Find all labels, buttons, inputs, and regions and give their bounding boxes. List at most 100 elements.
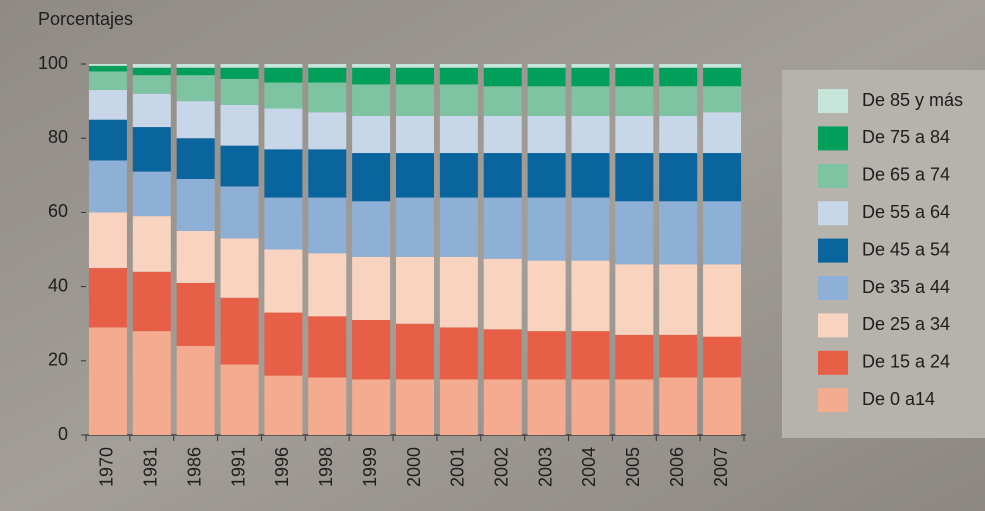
x-tick-label: 1991 (228, 447, 248, 487)
bar-segment (396, 197, 434, 257)
y-tick-label: 0 (58, 424, 68, 444)
bar-segment (703, 201, 742, 265)
legend-label: De 0 a14 (862, 389, 935, 409)
bar-segment (439, 327, 478, 380)
legend-swatch (818, 388, 848, 413)
bar-segment (483, 64, 522, 68)
bar-segment (396, 115, 434, 154)
bar-segment (703, 67, 742, 87)
bar-segment (88, 160, 127, 213)
y-axis-label: Porcentajes (38, 9, 133, 29)
bar-segment (615, 264, 654, 335)
bar-segment (352, 67, 391, 85)
bar-segment (308, 112, 347, 150)
bar-segment (571, 64, 610, 68)
bar-segment (88, 268, 127, 328)
bar-segment (396, 256, 434, 324)
bar-segment (527, 197, 566, 261)
bar-segment (132, 67, 171, 76)
bar-segment (132, 64, 171, 68)
bar-segment (352, 201, 391, 257)
bar-segment (264, 82, 303, 109)
bar-segment (439, 67, 478, 85)
legend-swatch (818, 201, 848, 226)
x-tick-label: 2006 (667, 447, 687, 487)
bar-segment (527, 115, 566, 154)
bar-segment (396, 323, 434, 380)
bar-segment (439, 115, 478, 154)
bar-segment (220, 64, 259, 68)
bar-segment (264, 312, 303, 376)
bar-segment (220, 186, 259, 239)
bar-segment (176, 230, 215, 283)
x-tick-label: 2004 (579, 447, 599, 487)
bar-segment (176, 138, 215, 180)
bar-segment (659, 201, 698, 265)
bar-segment (615, 379, 654, 435)
bar-segment (615, 86, 654, 116)
legend-swatch (818, 89, 848, 113)
bar-segment (483, 67, 522, 87)
bar-segment (703, 336, 742, 378)
bar-segment (659, 153, 698, 202)
bar-segment (527, 153, 566, 198)
bar-segment (615, 64, 654, 68)
x-tick-label: 2000 (404, 447, 424, 487)
bar-segment (439, 84, 478, 116)
bar-segment (439, 64, 478, 68)
bar-segment (396, 379, 434, 435)
bar-segment (659, 334, 698, 378)
x-tick-label: 2007 (711, 447, 731, 487)
bar-segment (220, 67, 259, 79)
y-tick-label: 80 (48, 127, 68, 147)
bar-segment (220, 104, 259, 146)
bar-segment (439, 197, 478, 257)
legend-label: De 25 a 34 (862, 314, 950, 334)
x-tick-label: 1981 (141, 447, 161, 487)
bar-segment (396, 67, 434, 85)
legend-swatch (818, 350, 848, 375)
bar-segment (264, 149, 303, 198)
bar-segment (571, 153, 610, 198)
bar-segment (308, 316, 347, 378)
bar-segment (615, 153, 654, 202)
bar-segment (659, 377, 698, 435)
bar-segment (176, 67, 215, 76)
bar-segment (264, 197, 303, 250)
legend-swatch (818, 313, 848, 338)
bar-segment (703, 264, 742, 337)
legend-label: De 35 a 44 (862, 277, 950, 297)
legend-label: De 75 a 84 (862, 127, 950, 147)
bar-segment (527, 67, 566, 87)
legend-swatch (818, 276, 848, 300)
bar-segment (527, 379, 566, 435)
bar-segment (352, 319, 391, 380)
bar-segment (571, 86, 610, 116)
legend-swatch (818, 238, 848, 263)
bar-segment (483, 153, 522, 198)
bar-segment (220, 145, 259, 187)
bar-segment (439, 379, 478, 435)
legend-label: De 15 a 24 (862, 352, 950, 372)
bar-segment (615, 67, 654, 87)
bar-segment (308, 67, 347, 83)
bar-segment (396, 153, 434, 198)
bar-segment (132, 331, 171, 435)
bar-segment (220, 238, 259, 298)
legend-swatch (818, 163, 848, 188)
bar-segment (264, 108, 303, 150)
bar-segment (659, 264, 698, 335)
bar-segment (703, 153, 742, 202)
bar-segment (659, 86, 698, 116)
bar-segment (308, 253, 347, 317)
x-tick-label: 2005 (623, 447, 643, 487)
bar-segment (88, 327, 127, 435)
bar-segment (703, 112, 742, 154)
bar-segment (703, 64, 742, 68)
bar-segment (483, 379, 522, 435)
bar-segment (176, 64, 215, 68)
bar-segment (132, 75, 171, 94)
bar-segment (527, 86, 566, 116)
bar-segment (396, 84, 434, 116)
bar-segment (352, 84, 391, 116)
